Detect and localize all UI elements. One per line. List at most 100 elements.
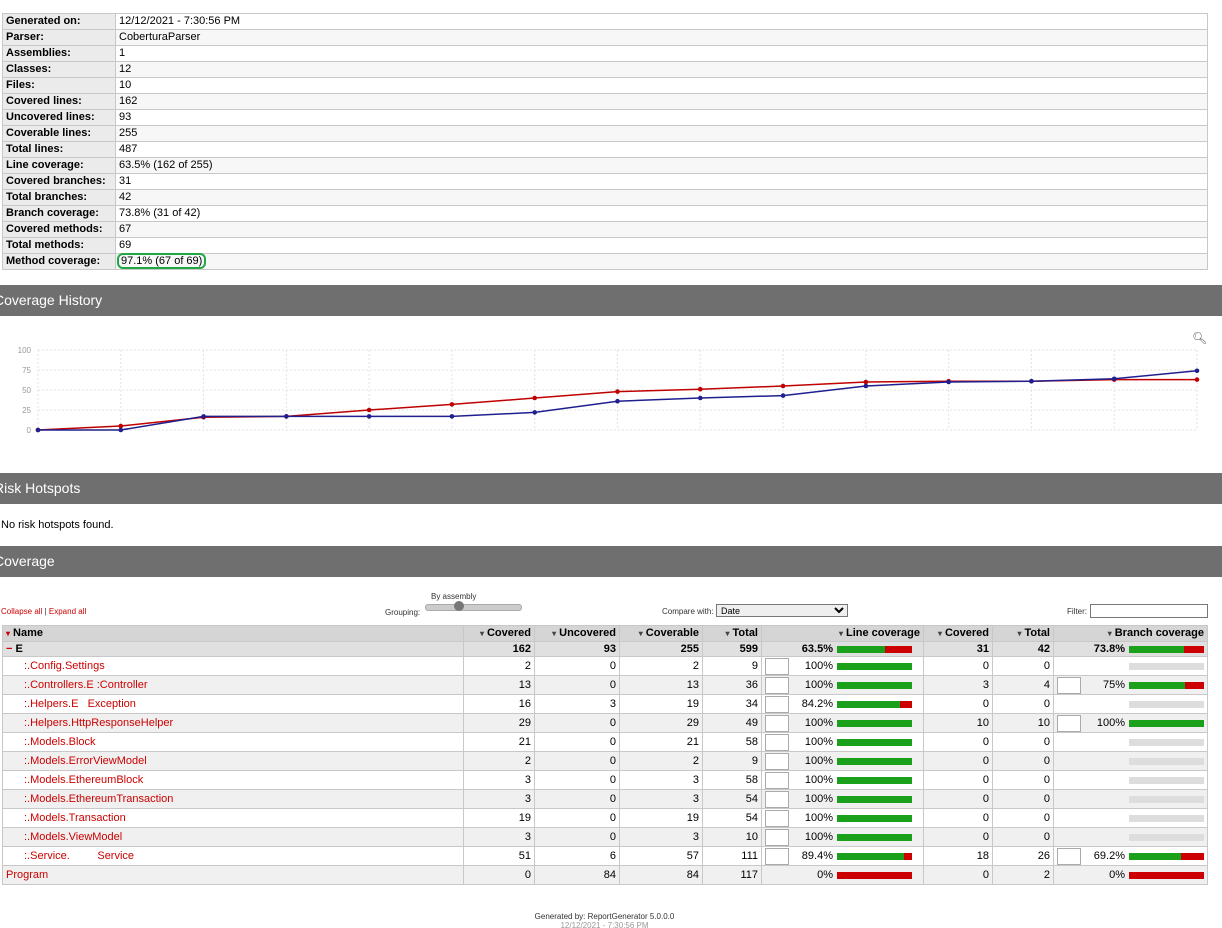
cell-total: 49 [702, 713, 762, 733]
coverage-bar [837, 662, 912, 670]
slider-knob[interactable] [454, 601, 464, 611]
cell-coverable: 2 [619, 751, 703, 771]
coverage-history-sparkline [765, 847, 789, 865]
cell-branch-covered: 0 [923, 789, 993, 809]
data-point [1194, 377, 1200, 382]
collapse-expand-links: Collapse all | Expand all [1, 607, 87, 616]
sort-arrow-icon[interactable]: ▾ [725, 629, 730, 638]
column-header[interactable]: ▾ Covered [463, 625, 535, 642]
summary-key: Method coverage: [2, 253, 116, 270]
cell-total: 58 [702, 732, 762, 752]
branch-coverage-cell [1053, 770, 1208, 790]
collapse-icon[interactable]: − [6, 643, 16, 655]
coverage-bar [837, 719, 912, 727]
cell-coverable: 21 [619, 732, 703, 752]
summary-value: 12/12/2021 - 7:30:56 PM [115, 13, 1208, 30]
cell-branch-covered: 10 [923, 713, 993, 733]
branch-coverage-cell [1053, 789, 1208, 809]
summary-key: Total lines: [2, 141, 116, 158]
cell-covered: 2 [463, 751, 535, 771]
cell-total: 36 [702, 675, 762, 695]
coverage-bar [1129, 776, 1204, 784]
class-link[interactable]: Program [6, 869, 49, 881]
expand-all-link[interactable]: Expand all [48, 607, 87, 616]
class-name-cell: :.Helpers.E Exception [2, 694, 464, 714]
column-header[interactable]: ▾ Total [992, 625, 1054, 642]
cell-total: 9 [702, 751, 762, 771]
summary-key: Covered branches: [2, 173, 116, 190]
line-coverage-cell: 100% [761, 751, 924, 771]
cell-uncovered: 93 [534, 641, 620, 657]
coverage-bar [1129, 681, 1204, 689]
cell-uncovered: 0 [534, 751, 620, 771]
class-link[interactable]: :.Models.ViewModel [24, 831, 123, 843]
data-point [532, 410, 538, 415]
class-row: Program 0 84 84 117 0% 0 2 0% [2, 865, 1208, 885]
summary-row: Covered branches: 31 [2, 173, 1208, 190]
class-link[interactable]: :.Models.EthereumTransaction [24, 793, 174, 805]
sort-arrow-icon[interactable]: ▾ [937, 629, 942, 638]
coverage-percent: 100% [804, 773, 833, 786]
cell-branch-total: 0 [992, 770, 1054, 790]
data-point [863, 379, 869, 385]
sort-arrow-icon[interactable]: ▾ [839, 629, 844, 638]
column-header-label: Branch coverage [1114, 627, 1204, 639]
branch-coverage-cell: 75% [1053, 675, 1208, 695]
summary-value: 93 [115, 109, 1208, 126]
assembly-label[interactable]: E [15, 643, 23, 655]
coverage-bar [1129, 795, 1204, 803]
data-point [615, 398, 620, 404]
coverage-percent: 100% [804, 678, 833, 691]
coverage-bar [837, 645, 912, 653]
sort-arrow-icon[interactable]: ▾ [1107, 629, 1112, 638]
column-header[interactable]: ▾ Name [2, 625, 464, 642]
coverage-percent: 100% [804, 830, 833, 843]
column-header[interactable]: ▾ Branch coverage [1053, 625, 1208, 642]
filter-input[interactable] [1090, 604, 1208, 618]
class-link[interactable]: :.Helpers.HttpResponseHelper [24, 717, 174, 729]
collapse-all-link[interactable]: Collapse all [1, 607, 43, 616]
class-link[interactable]: :.Models.ErrorViewModel [24, 755, 147, 767]
sort-arrow-icon[interactable]: ▾ [552, 629, 557, 638]
assembly-row[interactable]: − E 162 93 255 599 63.5% 31 42 73.8% [2, 641, 1208, 657]
cell-coverable: 13 [619, 675, 703, 695]
cell-total: 54 [702, 789, 762, 809]
sort-arrow-icon[interactable]: ▾ [1017, 629, 1022, 638]
column-header[interactable]: ▾ Uncovered [534, 625, 620, 642]
compare-select[interactable]: Date [716, 604, 848, 617]
column-header-label: Coverable [645, 627, 699, 639]
column-header[interactable]: ▾ Line coverage [761, 625, 924, 642]
class-name-cell: :.Service. Service [2, 846, 464, 866]
class-link[interactable]: :.Helpers.E Exception [24, 698, 136, 710]
cell-covered: 3 [463, 770, 535, 790]
zoom-icon[interactable]: 🔍︎ [1192, 331, 1208, 345]
summary-value: 12 [115, 61, 1208, 78]
column-header-label: Total [1024, 627, 1050, 639]
cell-uncovered: 0 [534, 656, 620, 676]
class-link[interactable]: :.Models.Transaction [24, 812, 126, 824]
cell-covered: 162 [463, 641, 535, 657]
column-header[interactable]: ▾ Total [702, 625, 762, 642]
sort-arrow-icon[interactable]: ▾ [638, 629, 643, 638]
line-coverage-cell: 0% [761, 865, 924, 885]
grouping-slider[interactable] [425, 601, 522, 611]
class-row: :.Models.EthereumTransaction 3 0 3 54 100% 0 0 [2, 789, 1208, 809]
class-link[interactable]: :.Config.Settings [24, 660, 105, 672]
class-link[interactable]: :.Controllers.E :Controller [24, 679, 148, 691]
column-header-label: Total [732, 627, 758, 639]
coverage-history-sparkline [765, 714, 789, 732]
class-row: :.Models.Transaction 19 0 19 54 100% 0 0 [2, 808, 1208, 828]
coverage-history-sparkline [765, 771, 789, 789]
sort-arrow-icon[interactable]: ▾ [479, 629, 484, 638]
column-header[interactable]: ▾ Covered [923, 625, 993, 642]
class-link[interactable]: :.Models.Block [24, 736, 96, 748]
class-link[interactable]: :.Models.EthereumBlock [24, 774, 144, 786]
coverage-bar [1129, 719, 1204, 727]
sort-arrow-icon[interactable]: ▾ [6, 629, 11, 638]
coverage-bar [837, 738, 912, 746]
line-coverage-cell: 84.2% [761, 694, 924, 714]
cell-uncovered: 0 [534, 732, 620, 752]
method-coverage-highlight: 97.1% (67 of 69) [116, 253, 207, 269]
class-link[interactable]: :.Service. Service [24, 850, 135, 862]
column-header[interactable]: ▾ Coverable [619, 625, 703, 642]
